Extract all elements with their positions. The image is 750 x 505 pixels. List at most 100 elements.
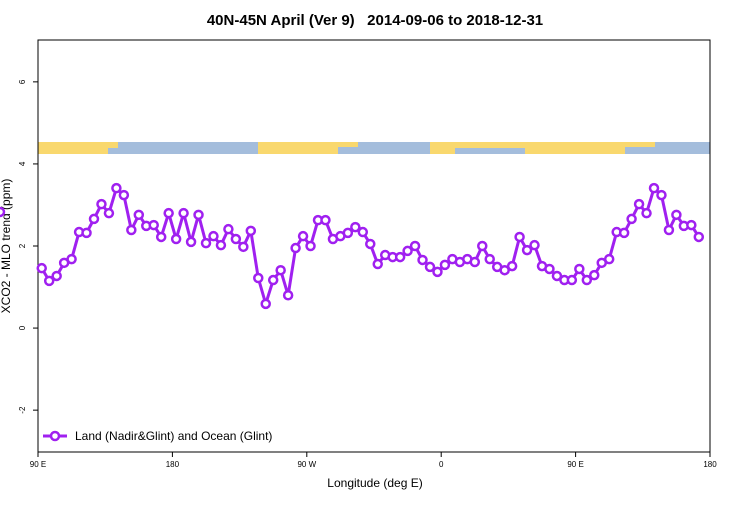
data-point <box>342 227 354 239</box>
data-point <box>566 274 578 286</box>
data-point <box>686 219 697 231</box>
x-tick-label: 90 E <box>30 460 46 469</box>
data-point <box>484 253 495 265</box>
data-point <box>469 256 481 268</box>
data-point <box>618 227 630 239</box>
land-strip <box>38 142 108 154</box>
data-point <box>96 198 107 210</box>
data-point <box>603 253 615 265</box>
data-point <box>275 264 286 276</box>
data-point <box>148 219 159 231</box>
data-point <box>529 239 540 251</box>
data-point <box>282 289 294 301</box>
data-point <box>417 254 428 266</box>
data-point <box>663 224 675 236</box>
data-point <box>551 270 563 282</box>
data-point <box>260 298 271 310</box>
legend-marker <box>49 430 61 442</box>
data-point <box>544 263 555 275</box>
data-point <box>402 245 413 257</box>
data-point <box>521 244 533 256</box>
data-point <box>51 270 62 282</box>
chart-title: 40N-45N April (Ver 9) 2014-09-06 to 2018… <box>207 12 543 29</box>
data-point <box>126 224 137 236</box>
data-point <box>641 207 652 219</box>
data-point <box>133 209 145 221</box>
data-point <box>185 236 197 248</box>
data-point <box>648 182 660 194</box>
y-tick-label: -2 <box>18 406 27 414</box>
data-point <box>223 223 234 235</box>
data-point <box>424 261 436 273</box>
data-point <box>506 260 518 272</box>
data-point <box>439 259 451 271</box>
data-point <box>230 233 242 245</box>
data-point <box>320 214 331 226</box>
data-point <box>671 209 682 221</box>
data-point <box>365 238 376 250</box>
data-point <box>477 240 488 252</box>
land-strip <box>108 142 118 148</box>
data-point <box>178 207 189 219</box>
data-point <box>409 240 421 252</box>
data-point <box>245 225 257 237</box>
x-tick-label: 0 <box>439 460 444 469</box>
data-point <box>693 231 705 243</box>
data-point <box>574 263 585 275</box>
data-point <box>36 262 47 274</box>
data-point <box>581 274 593 286</box>
data-point <box>432 266 443 278</box>
data-point <box>88 213 100 225</box>
data-point <box>372 258 383 270</box>
y-axis-label: XCO2 - MLO trend (ppm) <box>0 179 13 314</box>
data-point <box>514 231 525 243</box>
data-point <box>656 189 667 201</box>
land-strip <box>625 142 655 147</box>
land-strip <box>430 142 455 154</box>
land-strip <box>525 142 625 154</box>
data-point <box>499 264 510 276</box>
land-strip <box>455 142 525 148</box>
data-point <box>253 272 264 284</box>
x-tick-label: 90 E <box>567 460 583 469</box>
data-point <box>103 207 115 219</box>
surface-strip <box>38 142 710 154</box>
x-tick-label: 90 W <box>297 460 316 469</box>
data-point <box>208 230 219 242</box>
data-point <box>350 221 361 233</box>
x-tick-label: 180 <box>703 460 717 469</box>
legend-label: Land (Nadir&Glint) and Ocean (Glint) <box>75 429 272 443</box>
data-point <box>200 237 212 249</box>
data-point <box>0 206 6 218</box>
y-tick-label: 0 <box>18 325 27 330</box>
data-point <box>155 231 167 243</box>
data-point <box>163 207 174 219</box>
x-axis-label: Longitude (deg E) <box>327 476 422 490</box>
data-point <box>633 198 645 210</box>
data-point <box>290 242 301 254</box>
data-point <box>626 213 637 225</box>
data-point <box>193 209 204 221</box>
data-point <box>66 253 77 265</box>
data-point <box>43 275 55 287</box>
land-strip <box>338 142 358 147</box>
legend: Land (Nadir&Glint) and Ocean (Glint) <box>43 429 272 443</box>
y-tick-label: 2 <box>18 243 27 248</box>
data-point <box>238 241 249 253</box>
data-point <box>118 189 130 201</box>
data-point <box>111 182 122 194</box>
y-tick-label: 6 <box>18 79 27 84</box>
data-point <box>215 239 227 251</box>
land-strip <box>258 142 338 154</box>
data-point <box>267 274 279 286</box>
data-point <box>81 227 92 239</box>
data-point <box>357 226 369 238</box>
data-point <box>394 251 406 263</box>
x-tick-label: 180 <box>166 460 180 469</box>
y-tick-label: 4 <box>18 161 27 166</box>
data-point <box>589 269 600 281</box>
data-point <box>297 230 309 242</box>
data-point <box>305 240 316 252</box>
data-point <box>170 233 182 245</box>
